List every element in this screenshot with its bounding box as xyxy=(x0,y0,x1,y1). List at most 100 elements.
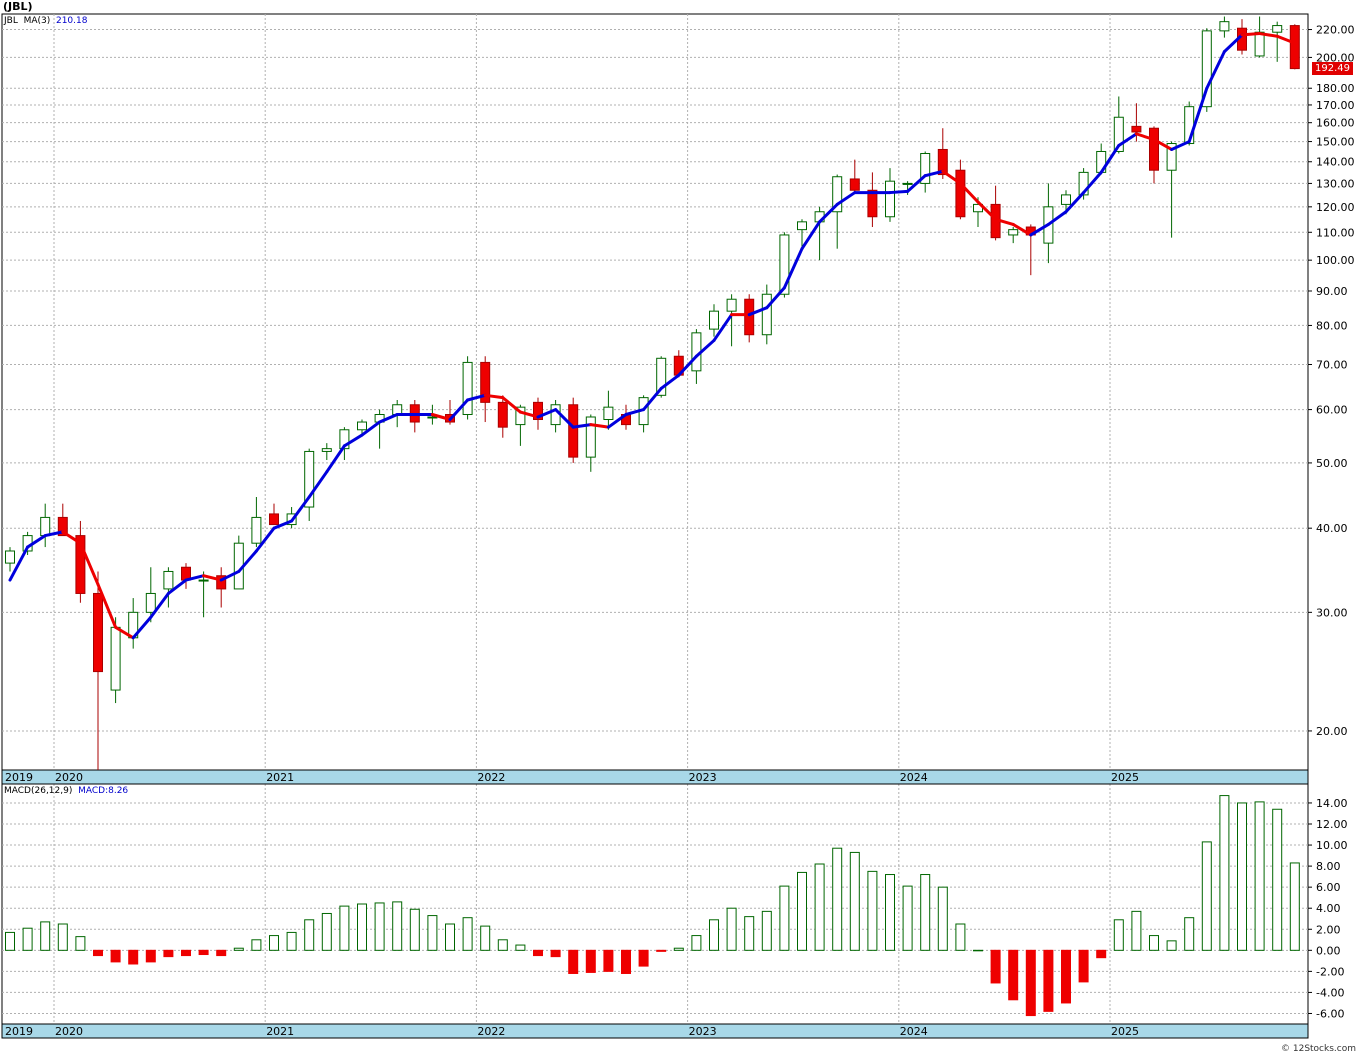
macd-bar xyxy=(321,912,332,951)
price-tick-label: 90.00 xyxy=(1316,285,1348,298)
macd-bar xyxy=(40,921,51,951)
ma-segment xyxy=(1082,170,1103,195)
macd-bar xyxy=(497,939,508,951)
candle-body xyxy=(93,592,103,673)
candle-body xyxy=(867,189,878,218)
year-label: 2025 xyxy=(1111,771,1139,784)
ma-segment xyxy=(1170,140,1191,151)
macd-bar xyxy=(216,949,227,957)
ma-segment xyxy=(1222,33,1244,54)
ma-segment xyxy=(430,413,452,422)
year-label: 2023 xyxy=(689,1025,717,1038)
last-price-badge: 192.49 xyxy=(1312,61,1353,75)
macd-bar xyxy=(409,908,420,951)
macd-bar xyxy=(110,949,121,963)
candle-body xyxy=(75,535,86,594)
price-tick-label: 100.00 xyxy=(1316,254,1355,267)
candle xyxy=(1219,16,1230,38)
macd-bar xyxy=(515,944,526,951)
ma-segment xyxy=(712,313,734,342)
ma-segment xyxy=(360,420,382,437)
macd-bar xyxy=(269,935,279,951)
candle-body xyxy=(145,592,156,613)
ma-segment xyxy=(518,410,540,419)
macd-bar xyxy=(656,949,667,952)
candle-body xyxy=(1219,21,1230,32)
macd-bar xyxy=(1078,949,1089,983)
macd-bar xyxy=(797,871,807,951)
candle-body xyxy=(779,234,790,295)
legend-macd-label: MACD(26,12,9) xyxy=(4,786,73,796)
macd-bar xyxy=(128,949,139,965)
year-label: 2022 xyxy=(477,1025,505,1038)
ma-segment xyxy=(677,354,698,377)
candle-body xyxy=(198,579,209,582)
macd-bar xyxy=(814,863,825,951)
ma-segment xyxy=(96,582,118,629)
candle-body xyxy=(110,626,121,691)
candle xyxy=(480,356,491,423)
ma-segment xyxy=(606,413,628,429)
candle-body xyxy=(920,153,931,184)
price-tick-label: 120.00 xyxy=(1316,201,1355,214)
macd-bar xyxy=(5,931,15,951)
candle-body xyxy=(462,361,473,416)
candle-body xyxy=(849,178,860,191)
price-tick-label: 70.00 xyxy=(1316,358,1348,371)
candle xyxy=(797,219,807,249)
macd-tick-label: 14.00 xyxy=(1316,797,1348,810)
macd-bar xyxy=(779,885,790,951)
macd-tick-label: 6.00 xyxy=(1316,881,1341,894)
year-label: 2020 xyxy=(55,1025,83,1038)
ma-segment xyxy=(166,578,188,595)
macd-panel-frame xyxy=(1,783,1309,1025)
candle xyxy=(726,294,737,347)
ma-segment xyxy=(307,470,329,499)
candle-body xyxy=(533,401,543,421)
macd-tick-label: 2.00 xyxy=(1316,923,1341,936)
macd-bar xyxy=(973,949,983,952)
ma-segment xyxy=(131,615,153,640)
macd-bar xyxy=(885,874,895,951)
legend-ma-value: 210.18 xyxy=(55,16,88,26)
candle-body xyxy=(321,448,332,452)
macd-tick-label: 10.00 xyxy=(1316,839,1348,852)
macd-bar xyxy=(1166,940,1177,951)
candle-body xyxy=(902,182,913,185)
ma-segment xyxy=(888,189,910,195)
macd-bar xyxy=(990,949,1001,984)
macd-bar xyxy=(937,886,948,951)
ma-segment xyxy=(923,169,945,178)
price-tick-label: 160.00 xyxy=(1316,117,1355,130)
macd-bar xyxy=(1043,949,1054,1012)
macd-bar xyxy=(849,851,860,951)
ma-segment xyxy=(290,495,311,523)
candle xyxy=(1272,21,1283,62)
macd-bar xyxy=(1096,949,1107,959)
macd-bar xyxy=(251,939,262,951)
macd-bar xyxy=(462,917,473,951)
ma-segment xyxy=(694,338,716,358)
ma-segment xyxy=(994,217,1015,226)
candle xyxy=(603,390,614,430)
macd-bar xyxy=(57,923,68,951)
ma-segment xyxy=(1099,143,1121,174)
ma-segment xyxy=(800,220,822,251)
macd-bar xyxy=(480,925,491,951)
ma-segment xyxy=(1275,34,1297,45)
ma-segment xyxy=(483,393,505,400)
candle-body xyxy=(1149,127,1159,171)
candle-body xyxy=(251,516,262,544)
candle xyxy=(867,172,878,228)
candle-body xyxy=(269,513,279,526)
macd-bar xyxy=(374,902,385,951)
macd-bar xyxy=(867,870,878,951)
price-tick-label: 40.00 xyxy=(1316,522,1348,535)
macd-bar xyxy=(1131,910,1142,951)
candle-body xyxy=(1008,229,1019,236)
ma-segment xyxy=(1187,86,1209,144)
ma-segment xyxy=(747,306,769,317)
price-tick-label: 220.00 xyxy=(1316,24,1355,37)
macd-bar xyxy=(709,919,719,951)
ma-segment xyxy=(1011,222,1033,237)
